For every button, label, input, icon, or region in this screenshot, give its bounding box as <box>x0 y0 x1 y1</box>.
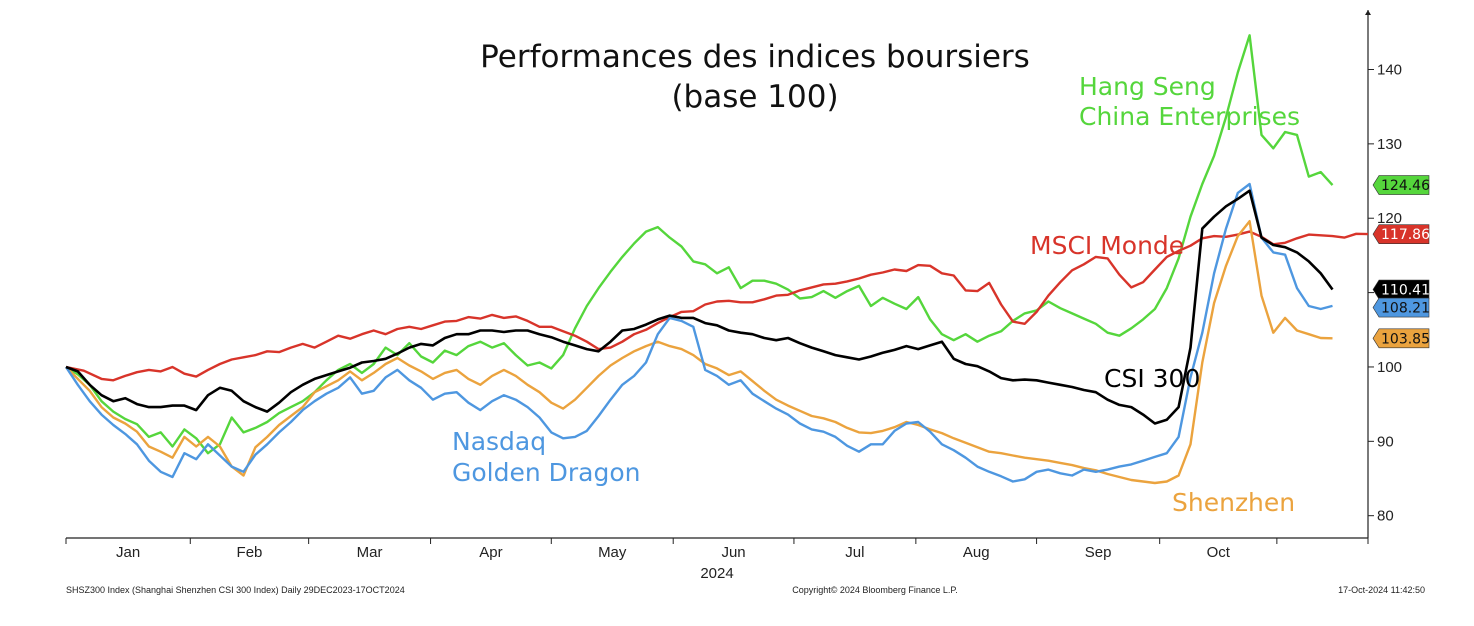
value-tag-box <box>1372 175 1430 195</box>
value-tag-text: 103.85 <box>1381 331 1430 347</box>
label-nasdaq-line1: Nasdaq <box>452 427 546 456</box>
value-tag-box <box>1372 279 1430 300</box>
y-tick-label: 130 <box>1377 136 1402 153</box>
label-csi-300: CSI 300 <box>1104 364 1200 393</box>
chart-title: Performances des indices boursiers <box>480 39 1030 75</box>
series-lines-group <box>64 34 1369 485</box>
x-axis-year-label: 2024 <box>700 565 733 582</box>
y-tick-label: 80 <box>1377 508 1394 525</box>
value-tag-text: 110.41 <box>1381 283 1430 299</box>
x-tick-label: Sep <box>1085 544 1112 561</box>
value-tag-text: 124.46 <box>1381 178 1430 194</box>
chart-title-group: Performances des indices boursiers (base… <box>480 39 1030 115</box>
value-tag-msci-monde: 117.86 <box>1372 224 1430 244</box>
chart-subtitle: (base 100) <box>671 79 838 115</box>
footer-group: SHSZ300 Index (Shanghai Shenzhen CSI 300… <box>66 585 1425 595</box>
value-tags-group: 124.46 117.86 110.41 108.21 103.85 <box>1372 175 1430 349</box>
value-tag-box <box>1372 224 1430 244</box>
x-tick-label: Jun <box>721 544 745 561</box>
value-tag-nasdaq-golden-dragon: 108.21 <box>1372 297 1430 318</box>
value-tag-hang-seng-china-enterprises: 124.46 <box>1372 175 1430 195</box>
footer-timestamp: 17-Oct-2024 11:42:50 <box>1338 585 1425 595</box>
x-tick-label: Jan <box>116 544 140 561</box>
axes-group: JanFebMarAprMayJunJulAugSepOct8090100110… <box>65 10 1402 561</box>
y-axis-arrow <box>1365 10 1371 15</box>
value-tag-box <box>1372 297 1430 318</box>
value-tag-shenzhen: 103.85 <box>1372 328 1430 349</box>
value-tag-text: 117.86 <box>1381 227 1430 243</box>
value-tag-text: 108.21 <box>1381 301 1430 317</box>
series-line-shenzhen <box>65 220 1333 485</box>
y-tick-label: 120 <box>1377 210 1402 227</box>
footer-source: SHSZ300 Index (Shanghai Shenzhen CSI 300… <box>66 585 405 595</box>
footer-copyright: Copyright© 2024 Bloomberg Finance L.P. <box>792 585 958 595</box>
y-tick-label: 100 <box>1377 359 1402 376</box>
label-hang-seng-line1: Hang Seng <box>1079 72 1216 101</box>
label-shenzhen: Shenzhen <box>1172 488 1295 517</box>
x-tick-label: Feb <box>237 544 263 561</box>
x-tick-label: Jul <box>845 544 864 561</box>
series-line-hang-seng-china-enterprises <box>65 34 1334 455</box>
label-nasdaq-line2: Golden Dragon <box>452 458 641 487</box>
series-line-msci-monde <box>65 230 1369 382</box>
y-tick-label: 90 <box>1377 433 1394 450</box>
series-labels-group: Hang Seng China Enterprises MSCI Monde C… <box>452 72 1300 517</box>
x-tick-label: Apr <box>479 544 502 561</box>
x-tick-label: Oct <box>1207 544 1231 561</box>
x-tick-label: Mar <box>357 544 383 561</box>
series-line-nasdaq-golden-dragon <box>64 182 1333 483</box>
value-tag-box <box>1372 328 1430 349</box>
series-line-csi-300 <box>65 189 1334 425</box>
label-hang-seng-line2: China Enterprises <box>1079 102 1300 131</box>
x-tick-label: Aug <box>963 544 990 561</box>
value-tag-csi-300: 110.41 <box>1372 279 1430 300</box>
label-msci-monde: MSCI Monde <box>1030 231 1184 260</box>
x-tick-label: May <box>598 544 627 561</box>
y-tick-label: 140 <box>1377 61 1402 78</box>
